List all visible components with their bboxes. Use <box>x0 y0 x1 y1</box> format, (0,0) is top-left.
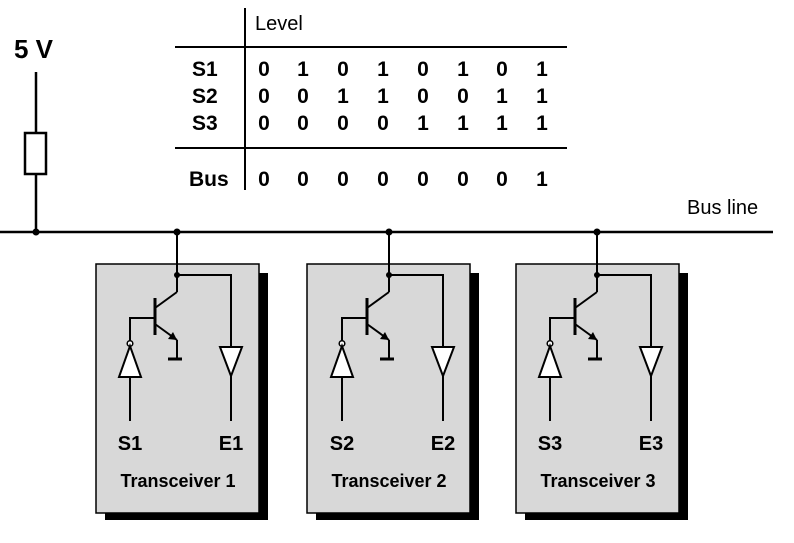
table-cell: 0 <box>496 58 508 81</box>
table-row-label-s3: S3 <box>192 112 218 135</box>
driver-output-wire <box>549 317 575 341</box>
receiver-input-wire <box>597 274 652 347</box>
transistor-collector <box>154 291 178 309</box>
table-bus-cell: 0 <box>496 168 508 191</box>
transceiver-3: S3 E3 Transceiver 3 <box>515 228 688 520</box>
table-cell: 1 <box>536 58 548 81</box>
bus-node <box>32 228 40 236</box>
supply-voltage-label: 5 V <box>14 34 54 64</box>
table-cell: 1 <box>457 112 469 135</box>
table-cell: 0 <box>258 85 270 108</box>
receiver-input-wire <box>177 274 232 347</box>
emitter-arrow <box>380 332 389 340</box>
table-cell: 1 <box>496 112 508 135</box>
table-header-level: Level <box>255 13 303 35</box>
pull-up-resistor <box>23 131 48 176</box>
table-bus-cell: 0 <box>377 168 389 191</box>
table-row-label-bus: Bus <box>189 168 229 191</box>
transceivers: S1 E1 Transceiver 1 S2 E2 Transceiver 2 S3 E3 Tr… <box>95 228 688 520</box>
emitter-arrow <box>588 332 597 340</box>
table-cell: 0 <box>457 85 469 108</box>
receiver-triangle <box>430 346 456 379</box>
table-bus-cell: 1 <box>536 168 548 191</box>
transceiver-input-label: S3 <box>538 433 562 455</box>
table-cell: 1 <box>417 112 429 135</box>
transceiver-input-label: S1 <box>118 433 142 455</box>
table-cell: 0 <box>377 112 389 135</box>
table-bus-cell: 0 <box>337 168 349 191</box>
table-cell: 1 <box>377 58 389 81</box>
table-bus-cell: 0 <box>457 168 469 191</box>
table-cell: 0 <box>337 58 349 81</box>
transistor-collector <box>574 291 598 309</box>
table-bus-cell: 0 <box>417 168 429 191</box>
table-cell: 1 <box>457 58 469 81</box>
table-cell: 1 <box>536 112 548 135</box>
table-cell: 0 <box>297 112 309 135</box>
table-row-label-s1: S1 <box>192 58 218 81</box>
transceiver-title: Transceiver 2 <box>331 471 446 491</box>
table-cell: 0 <box>258 112 270 135</box>
table-cell: 1 <box>297 58 309 81</box>
table-cell: 0 <box>258 58 270 81</box>
table-cell: 0 <box>417 85 429 108</box>
truth-table: Level S1 0 1 0 1 0 1 0 1 S2 0 0 1 1 0 0 1 1 S3 0 0 0 0 1 1 1 1 Bus 0… <box>175 8 567 191</box>
table-row-label-s2: S2 <box>192 85 218 108</box>
transceiver-output-label: E1 <box>219 433 243 455</box>
transceiver-1: S1 E1 Transceiver 1 <box>95 228 268 520</box>
table-cells: S1 0 1 0 1 0 1 0 1 S2 0 0 1 1 0 0 1 1 S3 0 0 0 0 1 1 1 1 Bus 0 0 0 0 0 0 0… <box>189 58 548 191</box>
emitter-arrow <box>168 332 177 340</box>
transistor-collector <box>366 291 390 309</box>
transceiver-title: Transceiver 3 <box>540 471 655 491</box>
table-cell: 1 <box>337 85 349 108</box>
table-cell: 0 <box>297 85 309 108</box>
receiver-triangle <box>638 346 664 379</box>
table-cell: 1 <box>536 85 548 108</box>
table-bus-cell: 0 <box>258 168 270 191</box>
transceiver-output-label: E3 <box>639 433 663 455</box>
bus-line-label: Bus line <box>687 197 758 219</box>
transceiver-output-label: E2 <box>431 433 455 455</box>
table-bus-cell: 0 <box>297 168 309 191</box>
table-cell: 0 <box>337 112 349 135</box>
driver-output-wire <box>129 317 155 341</box>
table-cell: 1 <box>496 85 508 108</box>
table-cell: 0 <box>417 58 429 81</box>
table-cell: 1 <box>377 85 389 108</box>
driver-output-wire <box>341 317 367 341</box>
transceiver-title: Transceiver 1 <box>120 471 235 491</box>
transceiver-2: S2 E2 Transceiver 2 <box>306 228 479 520</box>
transceiver-input-label: S2 <box>330 433 354 455</box>
receiver-triangle <box>218 346 244 379</box>
receiver-input-wire <box>389 274 444 347</box>
